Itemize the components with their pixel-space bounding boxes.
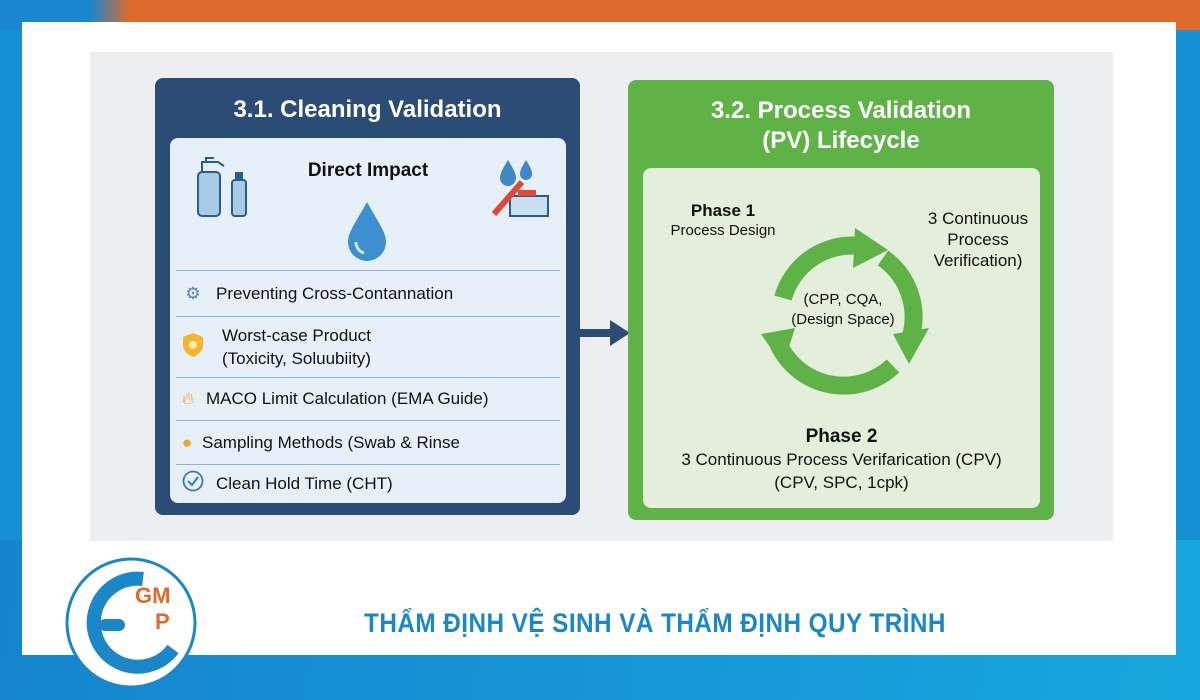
gmp-logo: GM P [65,557,197,689]
item-label: MACO Limit Calculation (EMA Guide) [206,389,489,408]
stage3-line: Process [947,230,1009,249]
stage3-label: 3 Continuous Process Verification) [913,208,1043,271]
phase2-line: 3 Continuous Process Verifarication (CPV… [681,450,1002,469]
phase1-title: Phase 1 [690,201,756,220]
direct-impact-card: Direct Impact ⚙ Preventing Cross-Contann… [170,138,566,503]
item-label: Sampling Methods (Swab & Rinse [202,432,460,452]
process-validation-panel: 3.2. Process Validation (PV) Lifecycle P… [628,80,1054,520]
cleaning-validation-panel: 3.1. Cleaning Validation Direct Impact ⚙… [155,78,580,515]
water-drop-icon [348,202,386,261]
svg-text:P: P [155,609,170,634]
item-label: Preventing Cross-Contannation [216,283,454,303]
phase2-line: (CPV, SPC, 1cpk) [774,473,909,492]
panel-title: 3.2. Process Validation (PV) Lifecycle [628,96,1054,156]
title-line-1: 3.2. Process Validation [710,97,972,124]
card-heading: Direct Impact [307,160,429,181]
item-label: Worst-case Product [222,326,371,345]
lab-test-icon [491,160,549,217]
flame-icon: 🔥︎ [181,389,195,408]
cycle-arrowhead [761,328,795,366]
center-line: (CPP, CQA, [803,291,883,308]
right-arrow-icon [580,320,630,346]
list-item: 🔥︎ MACO Limit Calculation (EMA Guide) [176,377,560,420]
footer-title: THẨM ĐỊNH VỆ SINH VÀ THẨM ĐỊNH QUY TRÌNH [364,608,946,638]
lifecycle-card: Phase 1 Process Design 3 Continuous Proc… [643,168,1040,508]
list-item: Clean Hold Time (CHT) [176,464,560,502]
item-label: Clean Hold Time (CHT) [216,473,393,493]
center-label: (CPP, CQA, (Design Space) [773,290,913,330]
cycle-arrowhead [853,228,888,268]
spray-bottle-icon [197,157,247,217]
title-line-2: (PV) Lifecycle [762,127,920,154]
stage3-line: Verification) [933,251,1023,270]
stage3-line: 3 Continuous [927,209,1029,228]
contamination-icon: ⚙ [185,283,201,303]
hand-drop-icon: ● [181,432,193,452]
shield-icon [176,332,210,363]
cycle-arrowhead [893,328,929,364]
panel-title: 3.1. Cleaning Validation [233,96,502,123]
list-item: ● Sampling Methods (Swab & Rinse [176,420,560,464]
center-line: (Design Space) [791,311,895,328]
phase2-title: Phase 2 [805,426,878,447]
list-item: ⚙ Preventing Cross-Contannation [176,270,560,316]
svg-text:GM: GM [135,583,170,608]
item-label-detail: (Toxicity, Soluubiity) [222,349,371,368]
list-item: Worst-case Product (Toxicity, Soluubiity… [176,316,560,377]
phase1-subtitle: Process Design [670,222,776,239]
lifecycle-cycle-arrows [761,228,929,395]
check-circle-icon [176,470,210,497]
